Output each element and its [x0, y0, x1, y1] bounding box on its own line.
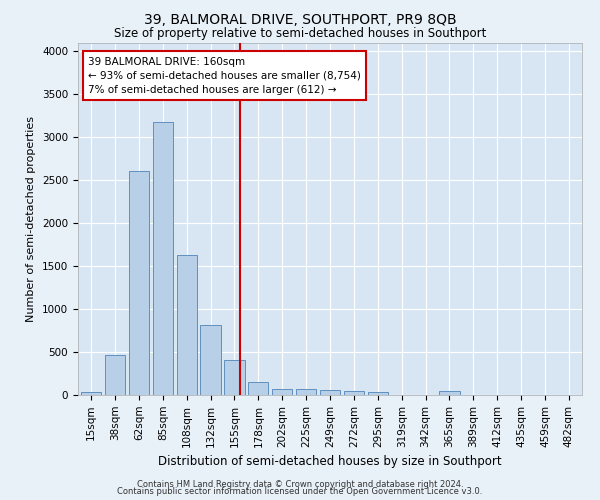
Bar — [248, 382, 268, 395]
Text: Contains HM Land Registry data © Crown copyright and database right 2024.: Contains HM Land Registry data © Crown c… — [137, 480, 463, 489]
Bar — [81, 392, 101, 395]
Y-axis label: Number of semi-detached properties: Number of semi-detached properties — [26, 116, 37, 322]
Bar — [152, 122, 173, 395]
Text: 39 BALMORAL DRIVE: 160sqm
← 93% of semi-detached houses are smaller (8,754)
7% o: 39 BALMORAL DRIVE: 160sqm ← 93% of semi-… — [88, 56, 361, 94]
Bar — [176, 255, 197, 395]
Bar — [129, 170, 149, 395]
Bar — [344, 391, 364, 395]
Bar — [200, 326, 221, 395]
Bar — [224, 360, 245, 395]
Bar — [105, 356, 125, 395]
Text: 39, BALMORAL DRIVE, SOUTHPORT, PR9 8QB: 39, BALMORAL DRIVE, SOUTHPORT, PR9 8QB — [143, 12, 457, 26]
Bar — [320, 390, 340, 395]
Bar — [439, 391, 460, 395]
Bar — [272, 390, 292, 395]
Bar — [296, 390, 316, 395]
Text: Contains public sector information licensed under the Open Government Licence v3: Contains public sector information licen… — [118, 487, 482, 496]
X-axis label: Distribution of semi-detached houses by size in Southport: Distribution of semi-detached houses by … — [158, 455, 502, 468]
Text: Size of property relative to semi-detached houses in Southport: Size of property relative to semi-detach… — [114, 28, 486, 40]
Bar — [368, 392, 388, 395]
